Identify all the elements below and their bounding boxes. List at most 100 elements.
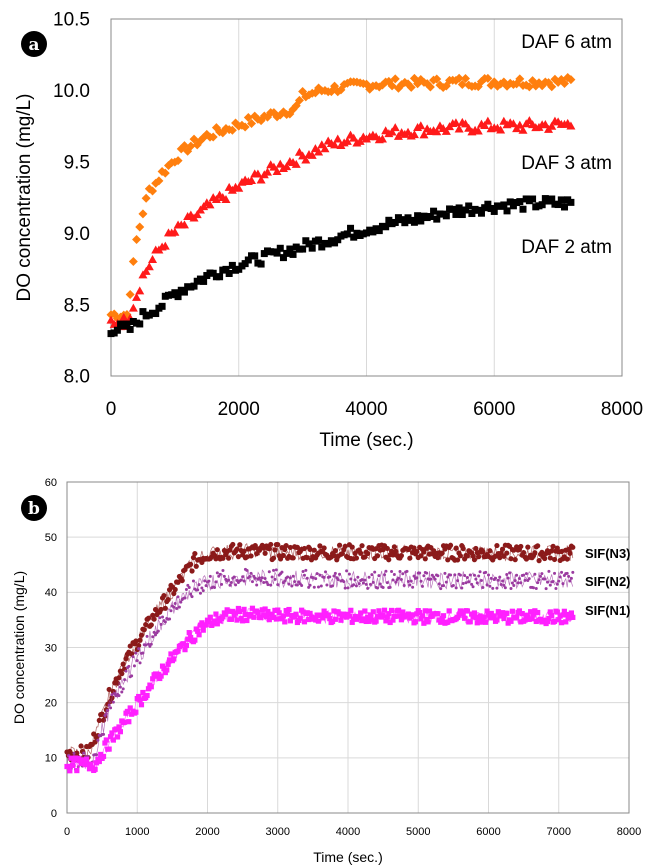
data-point <box>540 119 550 128</box>
data-point <box>113 326 121 334</box>
data-point <box>491 613 497 619</box>
data-point <box>262 606 268 612</box>
data-point <box>320 615 326 621</box>
y-tick-label: 30 <box>45 642 57 654</box>
data-point <box>518 125 528 134</box>
data-point <box>430 207 438 215</box>
data-point <box>350 233 358 241</box>
series-label: SIF(N2) <box>585 574 631 589</box>
data-point <box>148 186 158 196</box>
data-point <box>158 302 166 310</box>
data-point <box>381 585 385 589</box>
data-point <box>301 155 311 164</box>
data-point <box>391 544 397 550</box>
data-point <box>130 674 134 678</box>
data-point <box>363 618 369 625</box>
data-point <box>176 595 180 599</box>
data-point <box>291 574 295 578</box>
x-tick-label: 6000 <box>473 399 515 420</box>
data-point <box>141 193 151 203</box>
data-point <box>253 169 263 178</box>
data-point <box>483 619 489 625</box>
data-point <box>286 606 292 613</box>
data-point <box>419 613 426 619</box>
data-point <box>133 709 139 715</box>
data-point <box>370 573 374 577</box>
data-point <box>343 614 350 620</box>
data-point <box>490 207 498 215</box>
data-point <box>474 620 480 626</box>
data-point <box>205 200 215 209</box>
data-point <box>558 620 565 626</box>
data-point <box>425 619 431 625</box>
data-point <box>173 156 183 166</box>
data-point <box>262 580 266 584</box>
data-point <box>325 583 329 587</box>
data-point <box>279 254 287 262</box>
series-label: SIF(N1) <box>585 603 631 618</box>
data-point <box>243 113 253 123</box>
data-point <box>563 619 569 625</box>
data-point <box>237 608 243 615</box>
data-point <box>135 286 145 295</box>
data-point <box>161 592 167 599</box>
data-point <box>546 615 552 622</box>
data-point <box>283 542 289 549</box>
data-point <box>135 222 145 232</box>
data-point <box>529 195 537 203</box>
data-point <box>270 575 274 579</box>
data-point <box>471 610 478 616</box>
data-point <box>308 244 316 252</box>
data-point <box>304 568 308 572</box>
data-point <box>441 126 451 135</box>
data-point <box>222 265 230 273</box>
data-point <box>301 569 305 573</box>
y-tick-label: 8.5 <box>64 295 90 316</box>
data-point <box>505 620 511 626</box>
data-point <box>347 224 355 232</box>
data-point <box>160 241 170 250</box>
x-tick-label: 1000 <box>125 826 149 838</box>
data-point <box>457 553 463 559</box>
data-point <box>386 611 392 617</box>
data-point <box>352 613 358 620</box>
data-point <box>318 612 324 618</box>
panel-a-y-tick-labels: 8.0 8.5 9.0 9.5 10.0 10.5 <box>53 10 90 388</box>
data-point <box>137 647 141 651</box>
data-point <box>273 249 281 257</box>
series-line <box>66 606 573 770</box>
data-point <box>225 555 232 561</box>
data-point <box>200 277 208 285</box>
data-point <box>134 651 138 655</box>
data-point <box>538 201 546 209</box>
data-point <box>458 573 462 577</box>
data-point <box>398 570 402 574</box>
data-point <box>155 671 161 678</box>
data-point <box>457 80 467 90</box>
data-point <box>547 82 557 92</box>
data-point <box>248 612 254 618</box>
data-point <box>102 740 108 746</box>
data-point <box>286 245 294 253</box>
data-point <box>534 587 538 591</box>
data-point <box>356 614 362 620</box>
data-point <box>282 162 292 171</box>
data-point <box>516 198 524 206</box>
data-point <box>484 608 490 614</box>
data-point <box>293 611 299 617</box>
data-point <box>454 557 461 563</box>
data-point <box>519 205 527 213</box>
data-point <box>185 636 191 642</box>
data-point <box>398 617 404 623</box>
data-point <box>410 218 418 226</box>
data-point <box>325 612 331 618</box>
data-point <box>137 697 143 703</box>
data-point <box>230 541 236 548</box>
data-point <box>380 612 386 619</box>
data-point <box>496 125 506 134</box>
data-point <box>244 256 252 264</box>
data-point <box>150 612 156 618</box>
data-point <box>263 614 270 620</box>
data-point <box>471 557 478 563</box>
panel-a-gridlines <box>238 19 495 376</box>
